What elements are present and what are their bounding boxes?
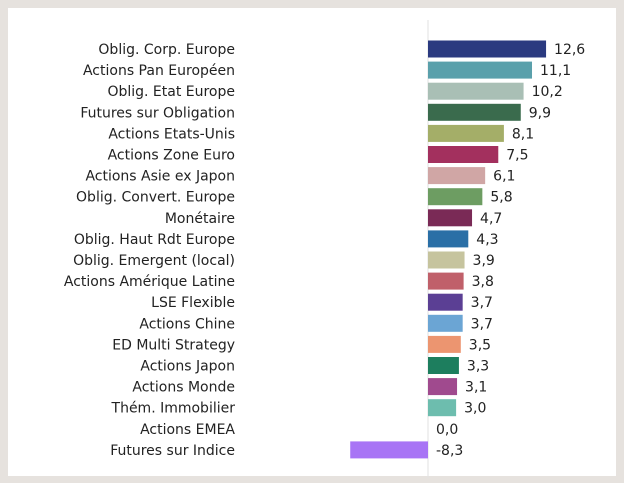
- bar: [350, 441, 428, 459]
- bar: [428, 399, 457, 417]
- value-label: 6,1: [493, 169, 515, 185]
- bar: [428, 61, 533, 79]
- bar: [428, 293, 463, 311]
- category-label: Actions Pan Européen: [83, 63, 235, 79]
- category-label: Actions Chine: [139, 316, 235, 332]
- category-label: Actions Zone Euro: [108, 148, 235, 164]
- bar: [428, 230, 469, 248]
- value-label: 8,1: [512, 126, 534, 142]
- value-label: 3,0: [464, 401, 486, 417]
- category-label: Actions Japon: [140, 359, 235, 375]
- bar: [428, 314, 463, 332]
- value-label: 4,3: [476, 232, 498, 248]
- bar: [428, 124, 504, 142]
- category-label: Monétaire: [165, 211, 235, 227]
- value-label: 3,7: [471, 316, 493, 332]
- value-label: -8,3: [436, 443, 463, 459]
- value-label: 4,7: [480, 211, 502, 227]
- bar: [428, 40, 547, 58]
- bar: [428, 378, 458, 396]
- bar: [428, 103, 521, 121]
- bar: [428, 357, 459, 374]
- bar: [428, 167, 486, 185]
- value-label: 3,9: [473, 253, 495, 269]
- bar: [428, 209, 473, 227]
- category-label: Oblig. Etat Europe: [107, 84, 235, 100]
- category-label: Actions EMEA: [140, 422, 235, 438]
- category-label: Actions Asie ex Japon: [85, 169, 235, 185]
- value-label: 0,0: [436, 422, 458, 438]
- category-label: ED Multi Strategy: [112, 337, 235, 353]
- category-label: Actions Monde: [132, 380, 235, 396]
- value-label: 7,5: [506, 148, 528, 164]
- category-label: Oblig. Haut Rdt Europe: [74, 232, 235, 248]
- category-label: Actions Etats-Unis: [108, 126, 235, 142]
- value-label: 3,7: [471, 295, 493, 311]
- bar: [428, 272, 464, 290]
- value-label: 3,5: [469, 337, 491, 353]
- bar: [428, 251, 465, 269]
- bar: [428, 82, 524, 100]
- bar: [428, 146, 499, 163]
- bar: [428, 335, 461, 353]
- value-label: 12,6: [554, 42, 585, 58]
- value-label: 10,2: [532, 84, 563, 100]
- category-label: Futures sur Indice: [110, 443, 235, 459]
- value-label: 5,8: [490, 190, 512, 206]
- value-label: 3,8: [472, 274, 494, 290]
- category-label: LSE Flexible: [151, 295, 235, 311]
- value-label: 3,1: [465, 380, 487, 396]
- bar: [428, 188, 483, 206]
- value-label: 3,3: [467, 359, 489, 375]
- category-label: Thém. Immobilier: [111, 401, 236, 417]
- category-label: Actions Amérique Latine: [64, 274, 235, 290]
- value-label: 9,9: [529, 105, 551, 121]
- category-label: Oblig. Corp. Europe: [98, 42, 235, 58]
- category-label: Oblig. Emergent (local): [73, 253, 235, 269]
- value-label: 11,1: [540, 63, 571, 79]
- category-label: Futures sur Obligation: [80, 105, 235, 121]
- category-label: Oblig. Convert. Europe: [76, 190, 235, 206]
